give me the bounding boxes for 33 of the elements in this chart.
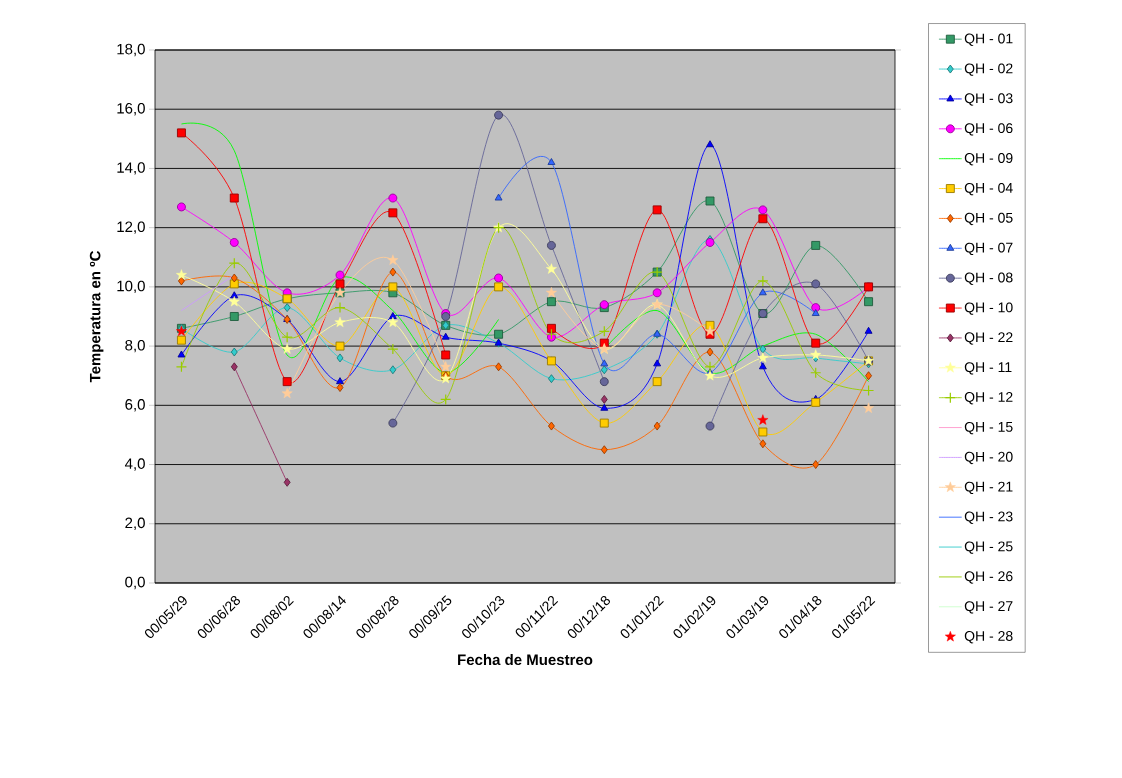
legend-label: QH - 06 (964, 123, 1013, 136)
legend-label: QH - 03 (964, 93, 1013, 106)
y-tick-label: 10,0 (117, 280, 145, 294)
legend-label: QH - 01 (964, 33, 1013, 46)
legend-label: QH - 12 (964, 392, 1013, 405)
legend-label: QH - 09 (964, 153, 1013, 166)
y-tick-label: 16,0 (117, 103, 145, 116)
legend-label: QH - 07 (964, 242, 1013, 256)
y-tick-label: 4,0 (124, 458, 145, 471)
legend-label: QH - 22 (964, 332, 1013, 345)
legend-label: QH - 26 (964, 571, 1013, 584)
legend-label: QH - 25 (964, 541, 1013, 554)
y-tick-label: 6,0 (125, 399, 145, 412)
y-tick-label: 0,0 (125, 576, 145, 590)
y-tick-label: 8,0 (125, 339, 145, 353)
legend-label: QH - 02 (964, 63, 1013, 76)
y-tick-label: 14,0 (117, 162, 145, 175)
legend-label: QH - 11 (964, 362, 1012, 375)
y-tick-label: 12,0 (117, 221, 145, 234)
legend-label: QH - 10 (964, 302, 1013, 315)
legend-label: QH - 05 (964, 212, 1013, 226)
legend-label: QH - 04 (964, 182, 1013, 196)
y-tick-label: 18,0 (117, 43, 145, 57)
x-axis-title: Fecha de Muestreo (458, 654, 593, 666)
legend-label: QH - 28 (964, 631, 1013, 644)
legend-label: QH - 20 (964, 451, 1013, 465)
legend-label: QH - 23 (964, 511, 1013, 524)
legend-label: QH - 15 (964, 421, 1013, 435)
legend-label: QH - 27 (964, 601, 1013, 614)
y-axis-title: Temperatura en ºC (89, 250, 104, 383)
legend-label: QH - 21 (964, 481, 1013, 495)
y-tick-label: 2,0 (125, 517, 145, 530)
legend-label: QH - 08 (964, 272, 1013, 285)
